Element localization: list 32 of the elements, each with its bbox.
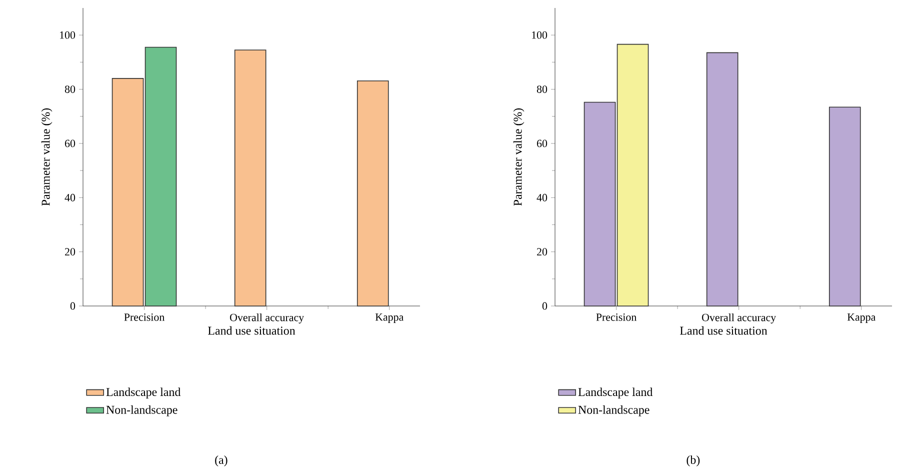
- x-axis-title: Land use situation: [680, 326, 768, 335]
- legend-label: Non-landscape: [578, 405, 650, 416]
- text: (a): [215, 456, 228, 466]
- text: (b): [686, 456, 700, 466]
- x-tick-label: Overall accuracy: [702, 314, 776, 324]
- y-tick-label: 100: [60, 31, 76, 39]
- x-tick-label: Precision: [124, 314, 165, 321]
- y-tick-label: 0: [542, 302, 548, 310]
- bar: [234, 50, 266, 306]
- y-axis-title: Parameter value (%): [513, 108, 524, 206]
- y-tick-label: 60: [65, 140, 76, 148]
- legend-label: Landscape land: [106, 388, 181, 398]
- y-tick-label: 60: [537, 140, 548, 148]
- y-tick-label: 20: [537, 248, 548, 256]
- x-tick-label: Precision: [596, 314, 637, 321]
- y-tick-label: 80: [536, 86, 548, 93]
- y-tick-label: 80: [64, 86, 76, 93]
- bar: [828, 106, 861, 306]
- bar: [706, 52, 738, 306]
- y-tick-label: 100: [532, 31, 548, 39]
- y-tick-label: 40: [536, 194, 548, 202]
- x-tick-label: Kappa: [847, 314, 876, 324]
- bar: [356, 80, 389, 306]
- y-tick-label: 20: [65, 248, 76, 256]
- x-axis-title: Land use situation: [208, 326, 296, 335]
- legend-label: Non-landscape: [106, 405, 178, 416]
- x-tick-label: Kappa: [375, 314, 404, 324]
- y-tick-label: 40: [64, 194, 76, 202]
- y-axis-title: Parameter value (%): [41, 108, 52, 206]
- y-tick-label: 0: [70, 302, 76, 310]
- legend-label: Landscape land: [578, 388, 653, 398]
- x-tick-label: Overall accuracy: [230, 314, 304, 324]
